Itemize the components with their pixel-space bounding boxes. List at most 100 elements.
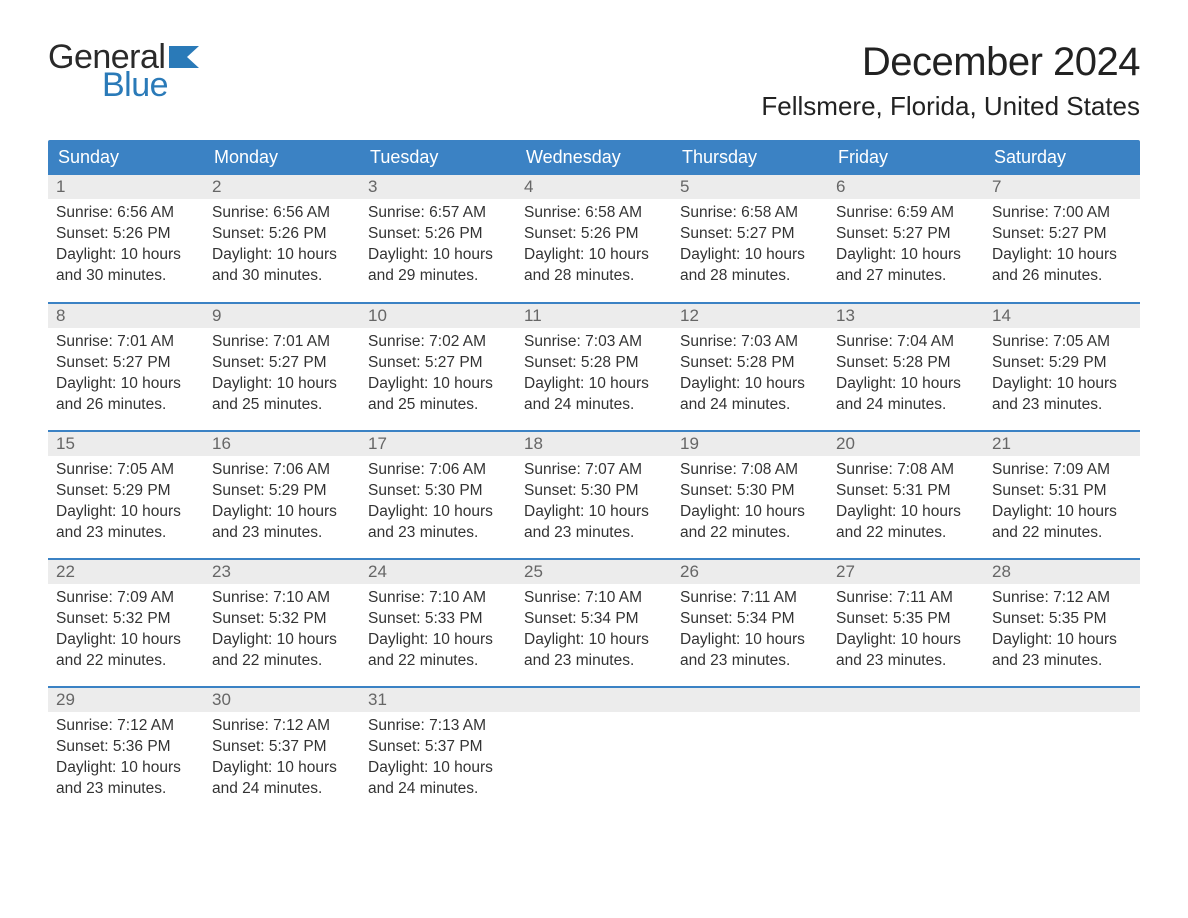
- calendar-day-cell: 16Sunrise: 7:06 AMSunset: 5:29 PMDayligh…: [204, 431, 360, 559]
- weekday-header: Saturday: [984, 140, 1140, 175]
- sunset-text: Sunset: 5:34 PM: [524, 609, 664, 630]
- sunset-text: Sunset: 5:35 PM: [836, 609, 976, 630]
- daylight-line1: Daylight: 10 hours: [368, 245, 508, 266]
- logo-text-blue: Blue: [102, 68, 203, 102]
- sunrise-text: Sunrise: 6:58 AM: [524, 203, 664, 224]
- sunrise-text: Sunrise: 7:03 AM: [680, 332, 820, 353]
- day-number: 6: [828, 175, 984, 199]
- day-number: 25: [516, 560, 672, 584]
- calendar-day-cell: 19Sunrise: 7:08 AMSunset: 5:30 PMDayligh…: [672, 431, 828, 559]
- daylight-line2: and 22 minutes.: [680, 523, 820, 544]
- calendar-day-cell: 23Sunrise: 7:10 AMSunset: 5:32 PMDayligh…: [204, 559, 360, 687]
- day-number: 18: [516, 432, 672, 456]
- calendar-day-cell: 14Sunrise: 7:05 AMSunset: 5:29 PMDayligh…: [984, 303, 1140, 431]
- daylight-line1: Daylight: 10 hours: [212, 758, 352, 779]
- day-details: Sunrise: 6:58 AMSunset: 5:26 PMDaylight:…: [516, 199, 672, 293]
- calendar-table: Sunday Monday Tuesday Wednesday Thursday…: [48, 140, 1140, 815]
- day-details: Sunrise: 7:06 AMSunset: 5:30 PMDaylight:…: [360, 456, 516, 550]
- day-number: 29: [48, 688, 204, 712]
- daylight-line1: Daylight: 10 hours: [56, 245, 196, 266]
- daylight-line1: Daylight: 10 hours: [524, 374, 664, 395]
- day-number: [828, 688, 984, 712]
- calendar-day-cell: [672, 687, 828, 815]
- sunset-text: Sunset: 5:28 PM: [836, 353, 976, 374]
- daylight-line2: and 22 minutes.: [836, 523, 976, 544]
- sunset-text: Sunset: 5:34 PM: [680, 609, 820, 630]
- sunrise-text: Sunrise: 7:12 AM: [56, 716, 196, 737]
- sunset-text: Sunset: 5:27 PM: [680, 224, 820, 245]
- daylight-line2: and 25 minutes.: [368, 395, 508, 416]
- sunrise-text: Sunrise: 7:11 AM: [836, 588, 976, 609]
- day-number: 10: [360, 304, 516, 328]
- calendar-day-cell: 25Sunrise: 7:10 AMSunset: 5:34 PMDayligh…: [516, 559, 672, 687]
- sunset-text: Sunset: 5:30 PM: [524, 481, 664, 502]
- month-title: December 2024: [761, 40, 1140, 85]
- daylight-line1: Daylight: 10 hours: [836, 374, 976, 395]
- day-number: 8: [48, 304, 204, 328]
- day-number: 24: [360, 560, 516, 584]
- day-details: Sunrise: 7:09 AMSunset: 5:32 PMDaylight:…: [48, 584, 204, 678]
- sunrise-text: Sunrise: 7:12 AM: [992, 588, 1132, 609]
- sunrise-text: Sunrise: 7:10 AM: [212, 588, 352, 609]
- daylight-line2: and 24 minutes.: [212, 779, 352, 800]
- daylight-line1: Daylight: 10 hours: [212, 374, 352, 395]
- daylight-line2: and 25 minutes.: [212, 395, 352, 416]
- day-number: 1: [48, 175, 204, 199]
- day-details: Sunrise: 7:02 AMSunset: 5:27 PMDaylight:…: [360, 328, 516, 422]
- daylight-line1: Daylight: 10 hours: [992, 630, 1132, 651]
- day-details: Sunrise: 6:58 AMSunset: 5:27 PMDaylight:…: [672, 199, 828, 293]
- day-number: 27: [828, 560, 984, 584]
- sunset-text: Sunset: 5:33 PM: [368, 609, 508, 630]
- day-details: Sunrise: 6:56 AMSunset: 5:26 PMDaylight:…: [48, 199, 204, 293]
- day-number: 14: [984, 304, 1140, 328]
- day-number: [516, 688, 672, 712]
- daylight-line1: Daylight: 10 hours: [680, 502, 820, 523]
- sunrise-text: Sunrise: 7:00 AM: [992, 203, 1132, 224]
- sunrise-text: Sunrise: 7:11 AM: [680, 588, 820, 609]
- sunrise-text: Sunrise: 6:56 AM: [212, 203, 352, 224]
- sunset-text: Sunset: 5:29 PM: [56, 481, 196, 502]
- daylight-line1: Daylight: 10 hours: [992, 502, 1132, 523]
- daylight-line2: and 23 minutes.: [212, 523, 352, 544]
- day-number: 15: [48, 432, 204, 456]
- day-number: 17: [360, 432, 516, 456]
- day-number: 26: [672, 560, 828, 584]
- day-number: 11: [516, 304, 672, 328]
- day-number: 4: [516, 175, 672, 199]
- daylight-line1: Daylight: 10 hours: [212, 502, 352, 523]
- sunrise-text: Sunrise: 7:03 AM: [524, 332, 664, 353]
- weekday-header: Friday: [828, 140, 984, 175]
- day-number: 23: [204, 560, 360, 584]
- sunrise-text: Sunrise: 7:08 AM: [836, 460, 976, 481]
- calendar-day-cell: 7Sunrise: 7:00 AMSunset: 5:27 PMDaylight…: [984, 175, 1140, 303]
- day-details: Sunrise: 7:04 AMSunset: 5:28 PMDaylight:…: [828, 328, 984, 422]
- day-number: 30: [204, 688, 360, 712]
- day-number: 9: [204, 304, 360, 328]
- calendar-day-cell: 8Sunrise: 7:01 AMSunset: 5:27 PMDaylight…: [48, 303, 204, 431]
- calendar-day-cell: 10Sunrise: 7:02 AMSunset: 5:27 PMDayligh…: [360, 303, 516, 431]
- daylight-line1: Daylight: 10 hours: [56, 374, 196, 395]
- calendar-body: 1Sunrise: 6:56 AMSunset: 5:26 PMDaylight…: [48, 175, 1140, 815]
- location-subtitle: Fellsmere, Florida, United States: [761, 91, 1140, 122]
- day-number: 20: [828, 432, 984, 456]
- day-details: Sunrise: 7:05 AMSunset: 5:29 PMDaylight:…: [48, 456, 204, 550]
- sunset-text: Sunset: 5:37 PM: [368, 737, 508, 758]
- weekday-header: Wednesday: [516, 140, 672, 175]
- daylight-line2: and 22 minutes.: [992, 523, 1132, 544]
- daylight-line2: and 24 minutes.: [368, 779, 508, 800]
- daylight-line1: Daylight: 10 hours: [524, 630, 664, 651]
- day-number: 28: [984, 560, 1140, 584]
- sunset-text: Sunset: 5:27 PM: [212, 353, 352, 374]
- calendar-day-cell: 13Sunrise: 7:04 AMSunset: 5:28 PMDayligh…: [828, 303, 984, 431]
- calendar-day-cell: 22Sunrise: 7:09 AMSunset: 5:32 PMDayligh…: [48, 559, 204, 687]
- daylight-line1: Daylight: 10 hours: [56, 758, 196, 779]
- day-number: 13: [828, 304, 984, 328]
- daylight-line2: and 23 minutes.: [992, 651, 1132, 672]
- daylight-line2: and 28 minutes.: [524, 266, 664, 287]
- daylight-line1: Daylight: 10 hours: [992, 374, 1132, 395]
- calendar-day-cell: 15Sunrise: 7:05 AMSunset: 5:29 PMDayligh…: [48, 431, 204, 559]
- calendar-day-cell: 9Sunrise: 7:01 AMSunset: 5:27 PMDaylight…: [204, 303, 360, 431]
- weekday-header-row: Sunday Monday Tuesday Wednesday Thursday…: [48, 140, 1140, 175]
- weekday-header: Sunday: [48, 140, 204, 175]
- day-details: Sunrise: 7:01 AMSunset: 5:27 PMDaylight:…: [48, 328, 204, 422]
